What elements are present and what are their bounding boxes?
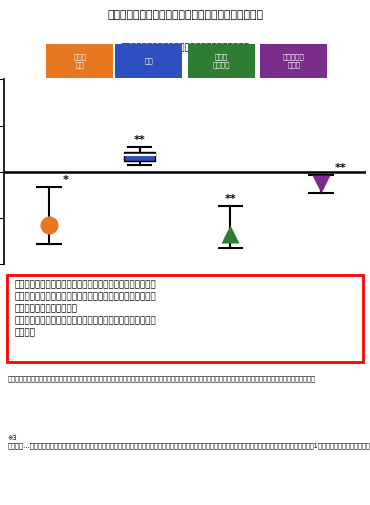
Text: チーズ
摂取: チーズ 摂取 [73, 54, 87, 68]
Text: ※3 オッズ比…統計学では、ある事象が起こる確率と起こらない確率の比をオッズと呼ぶ。オッズ比は、ある事象の起こりやすさを比較して示す際に用いられる。オッズ比が1: ※3 オッズ比…統計学では、ある事象が起こる確率と起こらない確率の比をオッズと呼… [7, 435, 370, 449]
FancyBboxPatch shape [46, 44, 113, 78]
FancyBboxPatch shape [260, 44, 327, 78]
Text: **: ** [225, 194, 236, 204]
Text: チーズを摂取すること、通常歩行速度が速いこと、ふくらは
ぎの周囲径が大きいことは認知機能低下の起こりにくさと関
連することを示している。
逆に年齢は高齢になるほ: チーズを摂取すること、通常歩行速度が速いこと、ふくらは ぎの周囲径が大きいことは… [14, 280, 157, 337]
Text: *: * [63, 175, 68, 185]
Text: 通常の
歩行速度: 通常の 歩行速度 [212, 54, 230, 68]
Text: **: ** [334, 163, 346, 173]
Text: （いずれも統計的有意差あり）: （いずれも統計的有意差あり） [107, 290, 176, 299]
Bar [124, 152, 155, 161]
Text: 地域在住高齢者における認知機能低下と関連する因子: 地域在住高齢者における認知機能低下と関連する因子 [107, 10, 263, 20]
Text: **: ** [134, 135, 145, 145]
Text: チーズ摂取状況との検証とともに、年齢、身体機能、体格要因、居住歴、血圧、歯の残存本数、血液変数、尿失禁の頻度、牛乳の摂取頻度、饣事多様性スコアの影響を調整: チーズ摂取状況との検証とともに、年齢、身体機能、体格要因、居住歴、血圧、歯の残存… [7, 375, 315, 382]
Text: ふくらはぎ
周囲径: ふくらはぎ 周囲径 [283, 54, 305, 68]
Text: （地域在住の高齢者１，５０４名を対象とした解析）: （地域在住の高齢者１，５０４名を対象とした解析） [121, 43, 249, 52]
Text: **: p < 0.01, *: p < 0.05: **: p < 0.01, *: p < 0.05 [91, 277, 192, 286]
FancyBboxPatch shape [115, 44, 182, 78]
FancyBboxPatch shape [188, 44, 255, 78]
Text: 年齢: 年齢 [144, 58, 153, 64]
FancyBboxPatch shape [7, 275, 363, 362]
